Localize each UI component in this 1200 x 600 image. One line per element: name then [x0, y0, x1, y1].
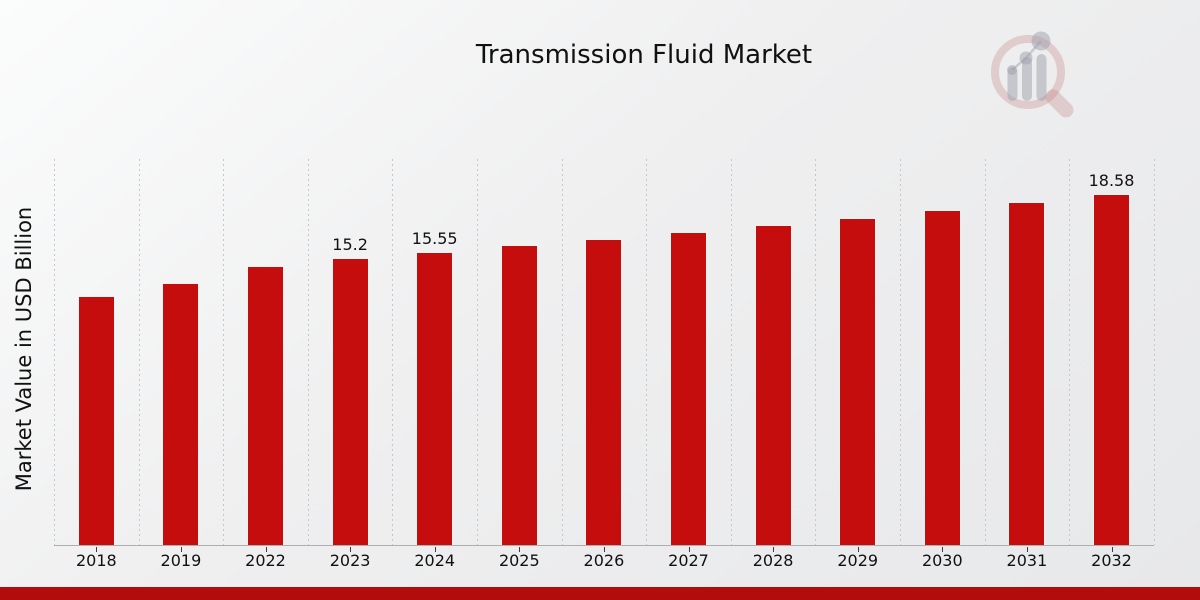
x-tick-label: 2028: [752, 551, 794, 570]
axis-tick: [434, 547, 436, 552]
bar-value-label: 15.55: [411, 228, 458, 248]
plot-area: 15.2 15.55 18.58: [54, 159, 1155, 552]
gridline: [138, 159, 140, 545]
gridline: [1153, 159, 1155, 545]
bar-2031: [1008, 201, 1046, 545]
gridline: [477, 159, 478, 545]
trend-line-glyph: [1011, 40, 1042, 71]
axis-tick: [1111, 547, 1113, 552]
x-tick-label: 2030: [921, 551, 963, 570]
x-axis-labels: 2018 2019 2022 2023 2024 2025 2026 2027 2028 2029…: [54, 551, 1154, 573]
gridline: [815, 159, 817, 545]
chart-title: Transmission Fluid Market: [475, 40, 813, 70]
bar-value-label: 18.58: [1088, 171, 1135, 191]
axis-tick: [857, 547, 859, 552]
gridline: [900, 159, 901, 545]
axis-tick: [773, 547, 775, 552]
axis-tick: [603, 547, 605, 552]
gridline: [54, 159, 55, 545]
axis-tick: [350, 547, 352, 552]
x-tick-label: 2027: [668, 551, 709, 570]
gridline: [730, 159, 732, 545]
bar-2030: [923, 210, 961, 545]
x-tick-label: 2024: [414, 551, 456, 570]
x-tick-label: 2029: [837, 551, 879, 570]
bar-2022: [247, 265, 284, 545]
gridline: [561, 159, 563, 545]
axis-tick: [942, 547, 944, 552]
bar-2032: [1093, 194, 1130, 545]
bar-2028: [754, 225, 792, 545]
x-tick-label: 2018: [75, 551, 117, 570]
trend-dots-glyph: [1007, 31, 1051, 75]
gridline: [307, 159, 309, 545]
magnifier-ring-icon: [991, 35, 1065, 109]
y-axis-title: Market Value in USD Billion: [12, 206, 36, 492]
gridline: [392, 159, 394, 545]
x-tick-label: 2023: [329, 551, 371, 570]
x-tick-label: 2019: [160, 551, 202, 570]
axis-tick: [688, 547, 690, 552]
bottom-accent-bar: [0, 587, 1200, 600]
x-tick-label: 2022: [245, 551, 286, 570]
axis-tick: [265, 547, 267, 552]
gridline: [223, 159, 225, 545]
bar-2019: [162, 282, 200, 545]
gridline: [984, 159, 986, 545]
axis-tick: [96, 547, 98, 552]
bar-2023: [331, 258, 369, 545]
bar-2025: [500, 244, 538, 545]
x-tick-label: 2031: [1006, 551, 1048, 570]
magnifier-handle-icon: [1045, 89, 1074, 118]
x-tick-label: 2025: [498, 551, 540, 570]
bar-2024: [416, 251, 454, 545]
axis-tick: [180, 547, 182, 552]
axis-tick: [1026, 547, 1028, 552]
gridline: [646, 159, 648, 545]
bar-chart-glyph: [1007, 54, 1047, 101]
bar-2018: [77, 295, 115, 545]
x-tick-label: 2032: [1091, 551, 1132, 570]
mrfr-logo-watermark: [991, 31, 1074, 118]
bar-value-label: 15.2: [332, 235, 368, 255]
bar-2027: [670, 231, 707, 545]
gridline: [1069, 159, 1071, 545]
x-tick-label: 2026: [583, 551, 625, 570]
bar-2026: [585, 239, 623, 545]
bar-2029: [839, 217, 877, 545]
axis-tick: [519, 547, 521, 552]
